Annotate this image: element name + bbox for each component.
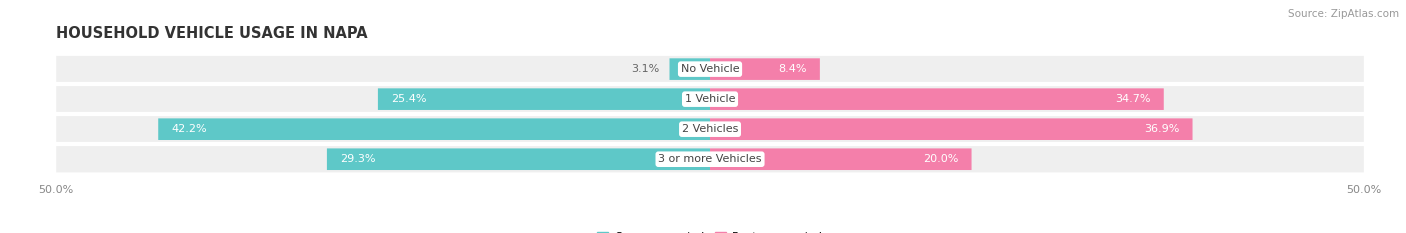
- FancyBboxPatch shape: [710, 148, 972, 170]
- FancyBboxPatch shape: [159, 118, 710, 140]
- Text: 2 Vehicles: 2 Vehicles: [682, 124, 738, 134]
- FancyBboxPatch shape: [56, 146, 1364, 172]
- Text: 29.3%: 29.3%: [340, 154, 375, 164]
- Text: 36.9%: 36.9%: [1144, 124, 1180, 134]
- FancyBboxPatch shape: [710, 88, 1164, 110]
- Text: 8.4%: 8.4%: [779, 64, 807, 74]
- Legend: Owner-occupied, Renter-occupied: Owner-occupied, Renter-occupied: [593, 227, 827, 233]
- FancyBboxPatch shape: [56, 86, 1364, 112]
- Text: 34.7%: 34.7%: [1115, 94, 1150, 104]
- FancyBboxPatch shape: [56, 56, 1364, 82]
- FancyBboxPatch shape: [710, 58, 820, 80]
- FancyBboxPatch shape: [669, 58, 710, 80]
- Text: 25.4%: 25.4%: [391, 94, 426, 104]
- Text: 1 Vehicle: 1 Vehicle: [685, 94, 735, 104]
- FancyBboxPatch shape: [56, 116, 1364, 142]
- Text: 3.1%: 3.1%: [631, 64, 659, 74]
- Text: 3 or more Vehicles: 3 or more Vehicles: [658, 154, 762, 164]
- Text: 42.2%: 42.2%: [172, 124, 207, 134]
- Text: 20.0%: 20.0%: [924, 154, 959, 164]
- FancyBboxPatch shape: [378, 88, 710, 110]
- Text: HOUSEHOLD VEHICLE USAGE IN NAPA: HOUSEHOLD VEHICLE USAGE IN NAPA: [56, 26, 368, 41]
- Text: Source: ZipAtlas.com: Source: ZipAtlas.com: [1288, 9, 1399, 19]
- FancyBboxPatch shape: [710, 118, 1192, 140]
- FancyBboxPatch shape: [328, 148, 710, 170]
- Text: No Vehicle: No Vehicle: [681, 64, 740, 74]
